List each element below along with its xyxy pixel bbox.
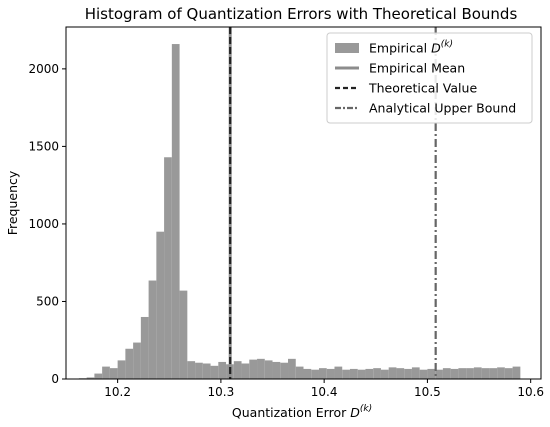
legend-box: [326, 32, 533, 124]
histogram-bar: [357, 369, 366, 379]
histogram-bar: [334, 366, 343, 379]
histogram-bar: [318, 368, 327, 379]
x-axis-ticks: 10.2 10.3 10.4 10.5 10.6: [104, 379, 544, 399]
histogram-bar: [179, 290, 188, 379]
x-tick-label: 10.2: [104, 385, 131, 399]
histogram-bar: [288, 358, 296, 379]
chart-title: Histogram of Quantization Errors with Th…: [85, 5, 518, 23]
histogram-bar: [133, 342, 141, 379]
histogram-bar: [512, 366, 521, 379]
histogram-bar: [411, 367, 420, 379]
histogram-bar: [295, 366, 304, 379]
histogram-bar: [342, 369, 350, 379]
histogram-bar: [349, 368, 358, 379]
histogram-bar: [241, 363, 250, 379]
histogram-bar: [272, 361, 281, 379]
histogram-bar: [458, 368, 467, 379]
histogram-bar: [210, 365, 219, 379]
histogram-bar: [419, 369, 428, 379]
histogram-bar: [303, 368, 312, 379]
reference-lines: [228, 27, 437, 379]
x-axis-label-superscript: (k): [360, 404, 372, 414]
x-axis-label-text: Quantization Error: [232, 405, 347, 420]
x-tick-label: 10.4: [311, 385, 338, 399]
histogram-bar: [427, 368, 436, 379]
histogram-bar: [504, 368, 513, 379]
x-axis-label-symbol: D: [350, 405, 360, 420]
histogram-bar: [380, 369, 389, 379]
histogram-bar: [249, 359, 258, 379]
histogram-bar: [481, 368, 490, 379]
histogram-bar: [497, 367, 505, 379]
legend-label: Empirical Mean: [369, 61, 465, 76]
histogram-bar: [442, 368, 451, 379]
legend-entries: Empirical D(k) Empirical Mean Theoretical …: [335, 40, 516, 116]
histogram-bar: [109, 368, 118, 379]
legend-swatch: [335, 43, 359, 53]
legend-label: Theoretical Value: [368, 81, 477, 96]
y-tick-label: 1000: [28, 217, 59, 231]
histogram-bar: [435, 369, 443, 379]
plot-frame: [65, 26, 542, 380]
y-tick-label: 2000: [28, 62, 59, 76]
histogram-bar: [365, 368, 374, 379]
histogram-bar: [257, 358, 265, 379]
histogram-bar: [466, 368, 474, 379]
histogram-bar: [311, 369, 319, 379]
histogram-bar: [388, 367, 397, 379]
histogram-bar: [326, 368, 335, 379]
x-tick-label: 10.5: [414, 385, 441, 399]
histogram-bar: [202, 363, 211, 379]
histogram-bar: [473, 367, 482, 379]
y-tick-label: 0: [51, 372, 59, 386]
histogram-bar: [171, 44, 180, 379]
histogram-bar: [125, 348, 134, 379]
y-tick-label: 1500: [28, 139, 59, 153]
histogram-bar: [117, 360, 126, 379]
histogram-bar: [94, 373, 103, 379]
histogram-bar: [187, 361, 196, 379]
y-axis-ticks: 0 500 1000 1500 2000: [28, 62, 66, 386]
x-tick-label: 10.3: [208, 385, 235, 399]
legend-label: Analytical Upper Bound: [369, 101, 516, 116]
histogram-bar: [373, 368, 381, 379]
histogram-bar: [396, 368, 405, 379]
y-axis-label: Frequency: [5, 170, 20, 235]
histogram-bars: [78, 44, 521, 379]
histogram-bar: [233, 361, 242, 379]
x-axis-label: Quantization Error D(k): [232, 404, 372, 420]
legend-label: Empirical D(k): [369, 40, 453, 56]
histogram-bar: [404, 368, 412, 379]
legend: Empirical D(k) Empirical Mean Theoretical …: [326, 32, 533, 124]
histogram-bar: [450, 368, 459, 379]
histogram-bar: [280, 362, 289, 379]
histogram-bar: [140, 316, 149, 379]
y-tick-label: 500: [36, 294, 59, 308]
histogram-bar: [148, 280, 157, 379]
x-tick-label: 10.6: [517, 385, 544, 399]
histogram-bar: [102, 366, 110, 379]
histogram-bar: [156, 231, 165, 379]
histogram-bar: [86, 377, 95, 379]
histogram-bar: [218, 361, 227, 379]
histogram-bar: [264, 360, 273, 379]
histogram-bar: [489, 368, 498, 379]
histogram-bar: [195, 362, 203, 379]
histogram-bar: [164, 157, 172, 379]
